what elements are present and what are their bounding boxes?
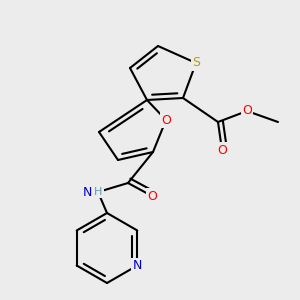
Text: O: O <box>147 190 157 202</box>
Text: S: S <box>192 56 200 70</box>
Text: N: N <box>133 259 142 272</box>
Text: O: O <box>217 143 227 157</box>
Text: N: N <box>82 185 92 199</box>
Text: H: H <box>94 187 102 197</box>
Text: O: O <box>161 113 171 127</box>
Text: O: O <box>242 104 252 118</box>
